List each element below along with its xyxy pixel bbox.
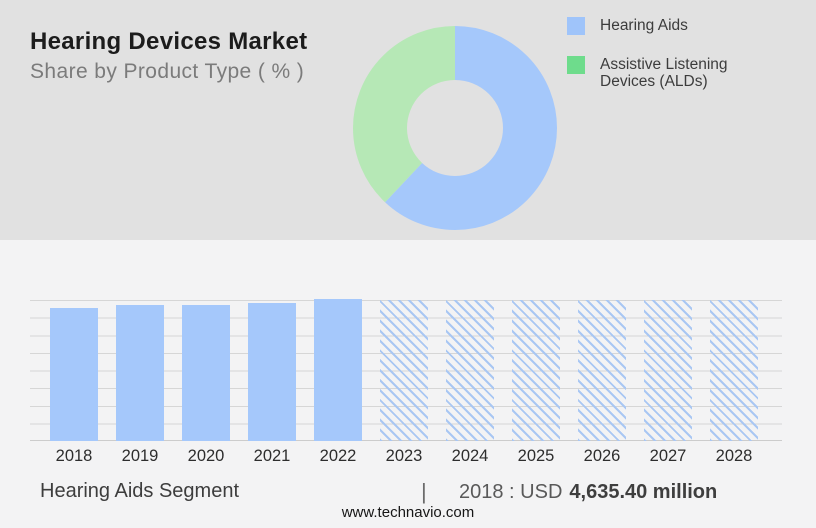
bar-2022	[314, 299, 362, 441]
page-title: Hearing Devices Market	[30, 28, 308, 55]
donut-segment-alds	[353, 26, 557, 230]
x-tick-2027: 2027	[649, 447, 687, 465]
bar-2027-forecast	[644, 300, 692, 441]
website-url: www.technavio.com	[341, 504, 475, 521]
bar-2021	[248, 303, 296, 441]
legend-item-hearing-aids: Hearing Aids	[567, 17, 772, 35]
bar-chart-panel: 2018 2019 2020 2021 2022 2023 2024 2025 2026 2027…	[0, 240, 816, 528]
legend-swatch-blue-icon	[567, 17, 585, 35]
legend-label-alds: Assistive Listening Devices (ALDs)	[600, 56, 728, 90]
donut-chart	[353, 26, 557, 230]
value-amount: 4,635.40 million	[569, 481, 718, 503]
legend-swatch-green-icon	[567, 56, 585, 74]
header-panel: Hearing Devices Market Share by Product …	[0, 0, 816, 240]
x-axis-labels: 2018 2019 2020 2021 2022 2023 2024 2025 2026 2027…	[30, 447, 782, 467]
legend-label-hearing-aids: Hearing Aids	[600, 17, 688, 34]
segment-label: Hearing Aids Segment	[40, 480, 240, 502]
bar-2026-forecast	[578, 300, 626, 441]
x-tick-2021: 2021	[253, 447, 291, 465]
value-prefix: 2018 : USD	[459, 481, 563, 503]
bar-2020	[182, 304, 230, 441]
bars-layer	[30, 299, 782, 441]
bar-2025-forecast	[512, 300, 560, 441]
value-annotation: 2018 : USD 4,635.40 million	[459, 481, 717, 504]
bar-2023-forecast	[380, 300, 428, 441]
x-tick-2020: 2020	[187, 447, 225, 465]
x-tick-2018: 2018	[55, 447, 93, 465]
bar-2018	[50, 308, 98, 441]
x-tick-2019: 2019	[121, 447, 159, 465]
x-tick-2023: 2023	[385, 447, 423, 465]
bar-2028-forecast	[710, 300, 758, 441]
x-tick-2024: 2024	[451, 447, 489, 465]
bar-2019	[116, 304, 164, 441]
bar-chart	[30, 299, 782, 441]
bar-2024-forecast	[446, 300, 494, 441]
x-tick-2022: 2022	[319, 447, 357, 465]
legend: Hearing Aids Assistive Listening Devices…	[567, 17, 772, 111]
footer-divider-bar: |	[421, 479, 427, 504]
x-tick-2028: 2028	[715, 447, 753, 465]
page-subtitle: Share by Product Type ( % )	[30, 60, 305, 83]
legend-item-alds: Assistive Listening Devices (ALDs)	[567, 56, 772, 90]
x-tick-2025: 2025	[517, 447, 555, 465]
x-tick-2026: 2026	[583, 447, 621, 465]
